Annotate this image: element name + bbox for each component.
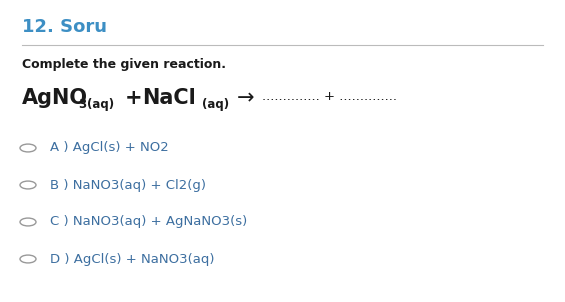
Text: A ) AgCl(s) + NO2: A ) AgCl(s) + NO2 xyxy=(50,142,169,155)
Text: 12. Soru: 12. Soru xyxy=(22,18,107,36)
Text: +: + xyxy=(125,88,142,108)
Text: D ) AgCl(s) + NaNO3(aq): D ) AgCl(s) + NaNO3(aq) xyxy=(50,252,215,265)
Text: B ) NaNO3(aq) + Cl2(g): B ) NaNO3(aq) + Cl2(g) xyxy=(50,178,206,191)
Text: 3: 3 xyxy=(78,98,86,111)
Text: (aq): (aq) xyxy=(202,98,229,111)
Text: →: → xyxy=(237,88,254,108)
Text: AgNO: AgNO xyxy=(22,88,88,108)
Text: .............. + ..............: .............. + .............. xyxy=(262,90,397,103)
Text: Complete the given reaction.: Complete the given reaction. xyxy=(22,58,226,71)
Text: C ) NaNO3(aq) + AgNaNO3(s): C ) NaNO3(aq) + AgNaNO3(s) xyxy=(50,216,247,229)
Text: NaCl: NaCl xyxy=(142,88,195,108)
Text: (aq): (aq) xyxy=(87,98,114,111)
